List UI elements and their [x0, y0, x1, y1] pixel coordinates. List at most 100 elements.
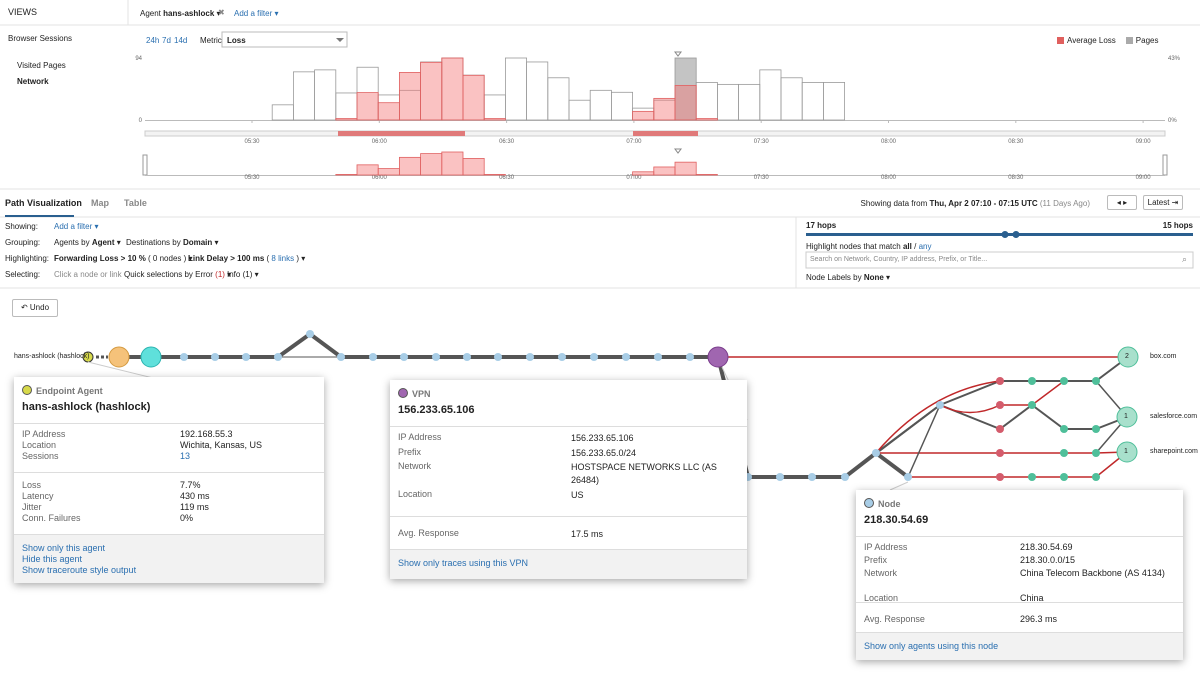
add-filter[interactable]: Add a filter ▾ — [234, 9, 279, 18]
divider — [390, 426, 747, 427]
row: Loss 7.7% — [22, 480, 316, 491]
brush-loss-bar — [462, 158, 485, 176]
range[interactable]: 14d — [174, 36, 188, 45]
metric-select[interactable]: Loss — [227, 36, 246, 45]
highlight-loss[interactable]: Forwarding Loss > 10 % ( 0 nodes ) ▾ — [54, 254, 193, 263]
t: Domain — [182, 238, 213, 247]
selection-marker — [674, 148, 682, 154]
undo-button[interactable]: ↶ Undo — [12, 299, 58, 317]
brush-loss-bar — [653, 166, 676, 176]
brush-loss-bar — [335, 174, 358, 176]
loss-bar — [674, 84, 697, 121]
sidebar-item[interactable]: Visited Pages — [17, 61, 66, 70]
node-popup: Node 218.30.54.69 IP Address 218.30.54.69 Pr… — [856, 490, 1183, 660]
agent-popup: Endpoint Agent hans-ashlock (hashlock) IP … — [14, 377, 324, 583]
agent-label[interactable]: hans-ashlock (hashlock) — [14, 353, 90, 360]
pages-bar — [483, 94, 506, 121]
node-labels[interactable]: Node Labels by None ▾ — [806, 273, 891, 282]
sidebar-item[interactable]: Browser Sessions — [8, 34, 73, 43]
group-agents[interactable]: Agents by Agent ▾ — [54, 238, 121, 247]
pages-bar — [695, 82, 718, 121]
field-value: 218.30.0.0/15 — [1020, 555, 1076, 565]
field-label: Prefix — [864, 555, 888, 565]
row: Network HOSTSPACE NETWORKS LLC (AS 26484) — [398, 461, 739, 485]
brush-loss-bar — [420, 153, 443, 176]
popup-link[interactable]: Show only this agent — [22, 543, 106, 553]
remove-filter[interactable]: ✖ — [218, 8, 225, 17]
row: Location US — [398, 489, 739, 500]
popup-link[interactable]: Show only traces using this VPN — [398, 558, 529, 568]
field-label: Latency — [22, 491, 54, 501]
popup-kind: VPN — [398, 388, 431, 399]
field-value[interactable]: 13 — [180, 451, 191, 461]
info-select[interactable]: Info (1) ▾ — [227, 270, 259, 279]
t[interactable]: any — [918, 242, 932, 251]
icon — [398, 388, 408, 398]
group-destinations[interactable]: Destinations by Domain ▾ — [126, 238, 219, 247]
row: Avg. Response 17.5 ms — [398, 528, 739, 539]
text: Add a filter — [234, 9, 273, 18]
add-filter[interactable]: Add a filter ▾ — [54, 222, 99, 231]
x-tick-label: 09:00 — [1136, 139, 1152, 145]
legend-item: Pages — [1125, 36, 1158, 45]
tab[interactable]: Path Visualization — [5, 198, 82, 208]
field-value: China — [1020, 592, 1044, 603]
error-strip — [633, 131, 698, 136]
highlight-delay[interactable]: Link Delay > 100 ms ( 8 links ) ▾ — [188, 254, 306, 263]
t[interactable]: 8 links — [271, 254, 295, 263]
field-label: Avg. Response — [398, 528, 459, 538]
row: Network China Telecom Backbone (AS 4134) — [864, 568, 1175, 579]
brush-loss-bar — [632, 171, 655, 176]
x-tick-label: 06:00 — [372, 175, 388, 181]
tab[interactable]: Table — [124, 198, 147, 208]
t: Add a filter — [54, 222, 93, 231]
field-value: 17.5 ms — [571, 529, 604, 539]
loss-bar — [695, 118, 718, 121]
t[interactable]: all — [902, 242, 912, 251]
pages-bar — [314, 69, 337, 121]
latest-button[interactable]: Latest ⇥ — [1143, 195, 1183, 210]
agent-filter[interactable]: Agent hans-ashlock ▾ — [140, 9, 221, 18]
popup-title: 156.233.65.106 — [398, 404, 475, 416]
legend-swatch — [1125, 37, 1133, 44]
popup-link[interactable]: Show traceroute style output — [22, 565, 137, 575]
t: Latest — [1147, 198, 1170, 207]
search-icon[interactable]: ⌕ — [1182, 254, 1188, 264]
t: Agents by — [54, 238, 90, 247]
destination[interactable]: salesforce.com — [1150, 413, 1198, 420]
brush-loss-bar — [377, 168, 400, 176]
popup-link[interactable]: Hide this agent — [22, 554, 83, 564]
divider — [390, 516, 747, 517]
pages-bar — [780, 77, 803, 121]
pages-bar — [292, 71, 315, 121]
destination[interactable]: box.com — [1150, 353, 1177, 360]
row: IP Address 218.30.54.69 — [864, 542, 1175, 553]
quick-select[interactable]: Quick selections by Error (1) ▾ — [124, 270, 232, 279]
field-value: 156.233.65.106 — [571, 433, 634, 443]
row: IP Address 156.233.65.106 — [398, 432, 739, 443]
pages-bar — [335, 92, 358, 121]
range[interactable]: 7d — [162, 36, 171, 45]
loss-bar — [420, 61, 443, 121]
t: ( 0 nodes ) — [148, 254, 187, 263]
row: Prefix 218.30.0.0/15 — [864, 555, 1175, 566]
pages-bar — [759, 69, 782, 121]
legend-label: Average Loss — [1067, 36, 1116, 45]
search-input[interactable]: Search on Network, Country, IP address, … — [810, 256, 988, 263]
error-strip — [338, 131, 465, 136]
sidebar-item[interactable]: Network — [17, 77, 49, 86]
vpn-popup: VPN 156.233.65.106 IP Address 156.233.65.10… — [390, 380, 747, 579]
destination[interactable]: sharepoint.com — [1150, 448, 1198, 455]
field-label: Network — [398, 461, 432, 471]
pages-bar — [738, 83, 761, 121]
field-value: 218.30.54.69 — [1020, 542, 1073, 552]
brush-loss-bar — [398, 156, 421, 176]
tab[interactable]: Map — [91, 198, 109, 208]
popup-link[interactable]: Show only agents using this node — [864, 641, 999, 651]
popup-footer: Show only traces using this VPN — [390, 549, 747, 579]
count: 1 — [1124, 448, 1128, 455]
prev-next[interactable]: ◂ ▸ — [1107, 195, 1137, 210]
field-value: Wichita, Kansas, US — [180, 440, 263, 450]
legend-swatch — [1057, 37, 1064, 44]
range[interactable]: 24h — [146, 36, 160, 45]
